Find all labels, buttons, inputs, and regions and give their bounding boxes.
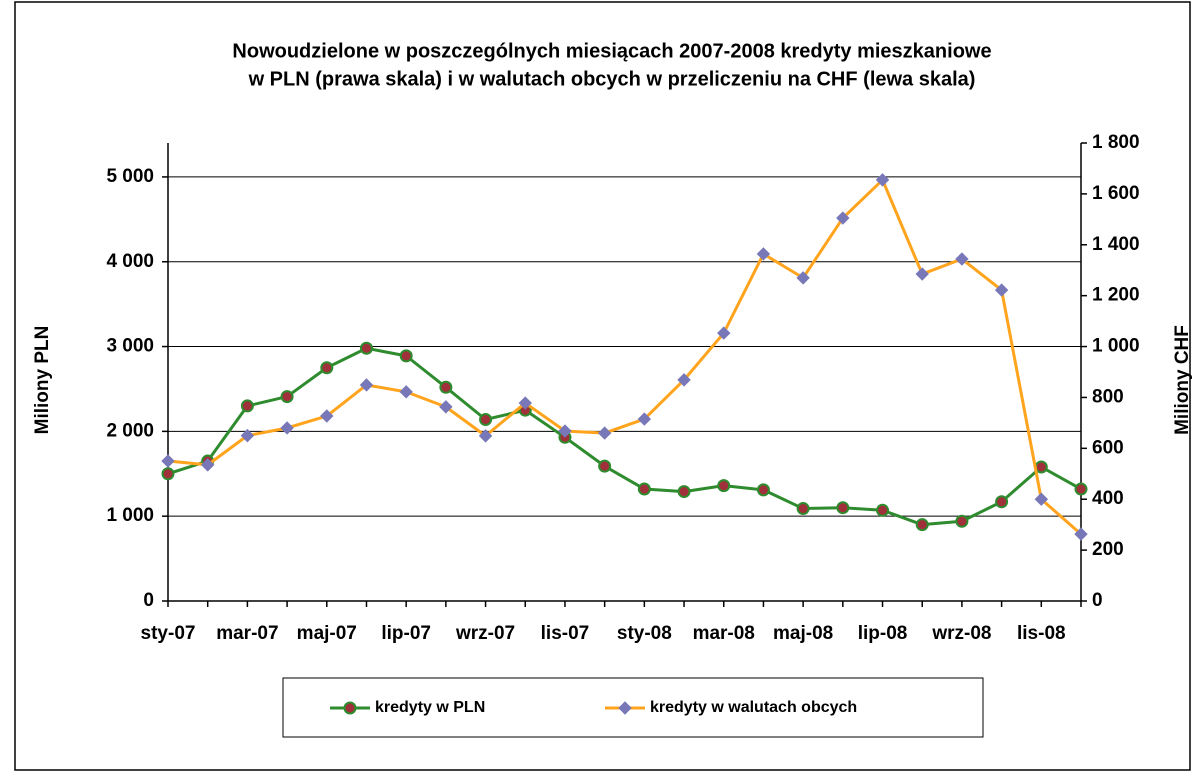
x-tick-label: lis-08	[1017, 623, 1066, 644]
point	[796, 271, 810, 285]
y2-tick-label: 1 200	[1092, 285, 1140, 306]
y2-tick-label: 200	[1092, 539, 1124, 560]
point	[876, 503, 890, 517]
point	[161, 454, 175, 468]
x-tick-label: mar-07	[216, 623, 278, 644]
point	[479, 412, 493, 426]
point	[1074, 482, 1088, 496]
point	[240, 399, 254, 413]
y2-tick-label: 0	[1092, 590, 1103, 611]
point	[717, 326, 731, 340]
point	[399, 349, 413, 363]
point	[915, 518, 929, 532]
point	[836, 211, 850, 225]
point	[637, 482, 651, 496]
x-tick-label: lip-07	[381, 623, 431, 644]
point	[637, 412, 652, 426]
x-tick-label: wrz-07	[455, 623, 515, 644]
y2-tick-label: 1 400	[1092, 234, 1140, 255]
series-line	[167, 346, 1082, 527]
point	[478, 429, 493, 443]
point	[1074, 527, 1088, 541]
chart-title: Nowoudzielone w poszczególnych miesiącac…	[232, 40, 991, 62]
point	[161, 467, 175, 481]
legend-label: kredyty w PLN	[375, 699, 485, 716]
y2-tick-label: 800	[1092, 386, 1124, 407]
y2-tick-label: 1 600	[1092, 183, 1140, 204]
point	[439, 380, 453, 394]
point	[240, 428, 255, 443]
y-axis-title: Miliony PLN	[32, 326, 53, 435]
y2-tick-label: 1 000	[1092, 336, 1140, 357]
point	[756, 483, 770, 497]
x-tick-label: wrz-08	[931, 623, 991, 644]
point	[280, 390, 294, 404]
y2-tick-label: 400	[1092, 488, 1124, 509]
point	[598, 459, 612, 473]
point	[756, 247, 771, 261]
y-tick-label: 3 000	[106, 336, 154, 357]
y2-tick-label: 600	[1092, 437, 1124, 458]
x-tick-label: sty-08	[617, 623, 672, 644]
point	[955, 252, 969, 266]
x-tick-label: maj-08	[773, 623, 833, 644]
x-tick-label: lip-08	[858, 623, 908, 644]
chart-frame	[14, 1, 1191, 771]
x-tick-label: maj-07	[297, 623, 357, 644]
point	[875, 173, 890, 187]
point	[994, 283, 1009, 297]
point	[995, 495, 1009, 509]
y2-axis-title: Miliony CHF	[1172, 325, 1193, 435]
point	[618, 701, 632, 715]
x-tick-label: sty-07	[141, 623, 196, 644]
legend-label: kredyty w walutach obcych	[650, 699, 857, 716]
point	[200, 458, 215, 472]
point	[915, 267, 929, 281]
point	[955, 514, 969, 528]
point	[518, 396, 532, 410]
point	[1034, 460, 1048, 474]
point	[399, 385, 413, 399]
point	[836, 501, 850, 515]
point	[1034, 492, 1049, 506]
y-tick-label: 1 000	[106, 505, 154, 526]
point	[558, 424, 572, 438]
point	[359, 341, 373, 355]
y-tick-label: 2 000	[106, 420, 154, 441]
y-tick-label: 0	[143, 590, 154, 611]
point	[280, 421, 294, 435]
y-tick-label: 4 000	[106, 251, 154, 272]
series-line	[167, 178, 1082, 536]
x-tick-label: lis-07	[541, 623, 590, 644]
point	[677, 373, 691, 387]
y-tick-label: 5 000	[106, 166, 154, 187]
point	[796, 502, 810, 516]
point	[320, 361, 334, 375]
x-tick-label: mar-08	[693, 623, 755, 644]
point	[439, 400, 453, 414]
y2-tick-label: 1 800	[1092, 132, 1140, 153]
chart-title: w PLN (prawa skala) i w walutach obcych …	[248, 68, 976, 90]
point	[717, 479, 731, 493]
point	[677, 485, 691, 499]
point	[343, 701, 357, 715]
point	[320, 409, 334, 423]
point	[597, 426, 612, 440]
point	[359, 378, 374, 392]
